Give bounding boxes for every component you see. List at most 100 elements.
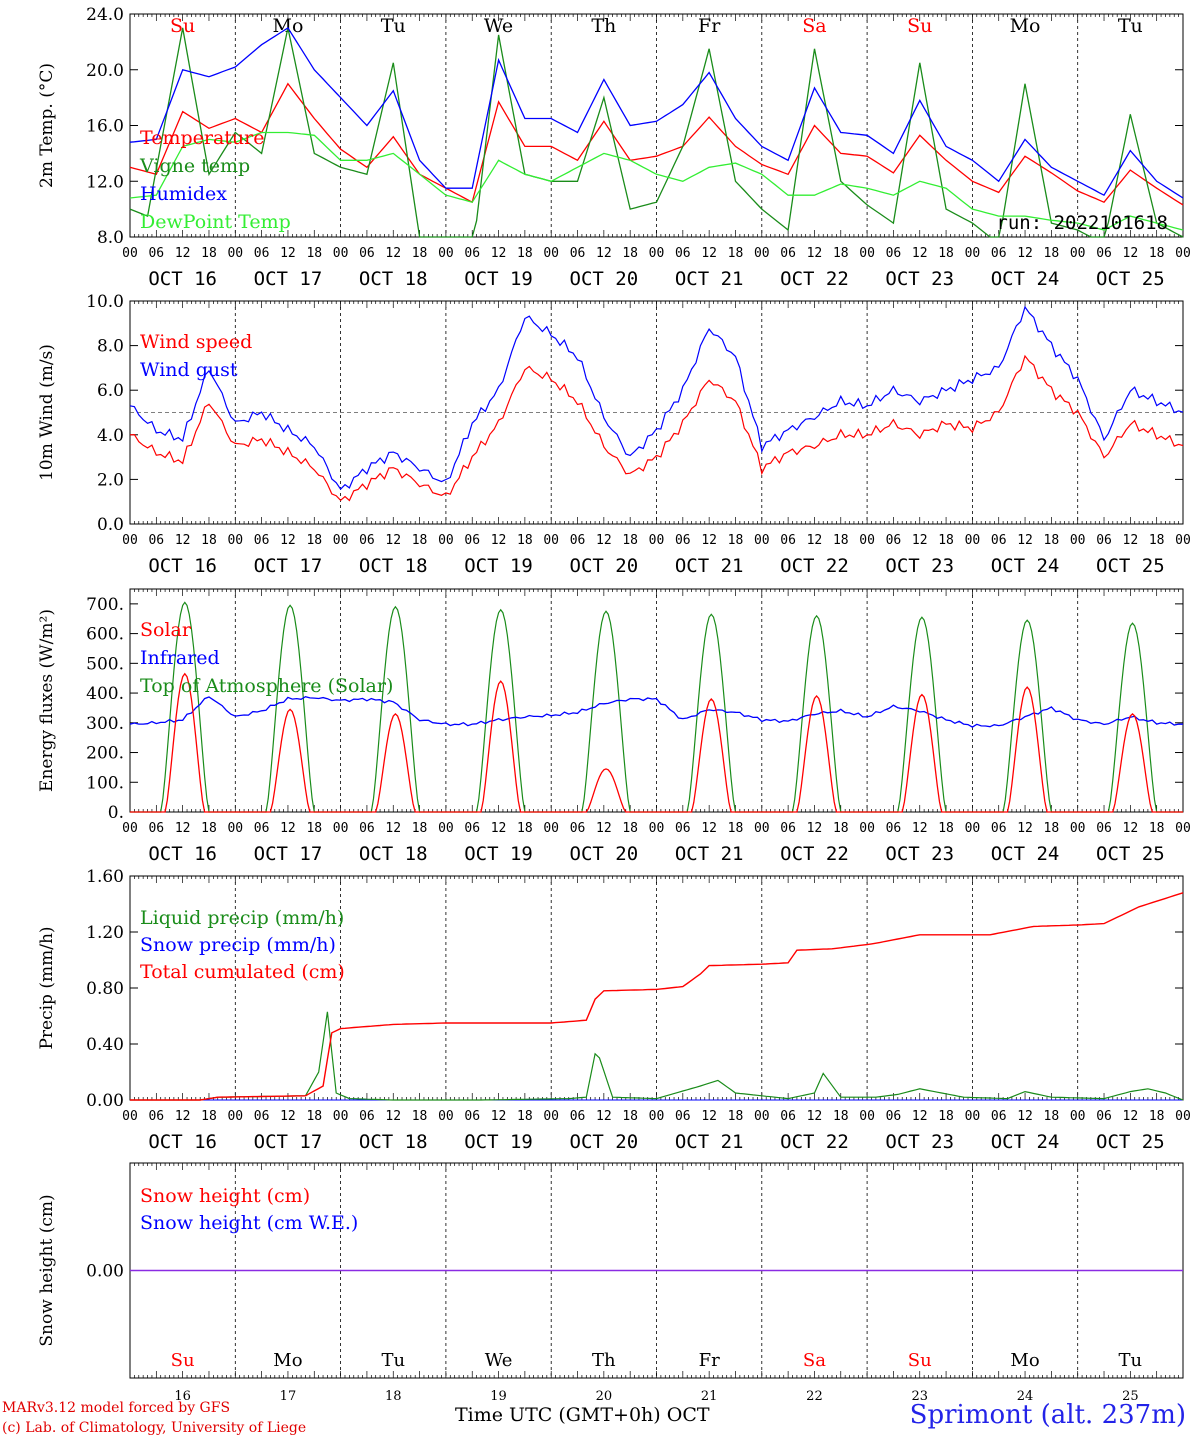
hour-tick-label: 12 <box>1017 821 1033 836</box>
date-label: OCT 25 <box>1096 1131 1165 1153</box>
legend-entry: DewPoint Temp <box>140 211 291 233</box>
weekday-label: Sa <box>802 15 826 37</box>
hour-tick-label: 12 <box>596 533 612 548</box>
hour-tick-label: 00 <box>1175 246 1191 261</box>
series-line <box>129 696 1184 728</box>
date-label: OCT 22 <box>780 268 849 290</box>
hour-tick-label: 00 <box>122 821 138 836</box>
hour-tick-label: 18 <box>201 246 217 261</box>
weekday-label: Mo <box>272 15 303 37</box>
hour-tick-label: 00 <box>754 1109 770 1124</box>
date-label: OCT 16 <box>148 555 217 577</box>
day-number-label: 22 <box>806 1389 823 1404</box>
hour-tick-label: 12 <box>912 533 928 548</box>
hour-tick-label: 00 <box>1070 533 1086 548</box>
hour-tick-label: 18 <box>412 821 428 836</box>
hour-tick-label: 18 <box>1149 246 1165 261</box>
weekday-label: Sa <box>803 1350 826 1371</box>
weekday-label: Su <box>908 1350 932 1371</box>
hour-tick-label: 18 <box>412 533 428 548</box>
weekday-label: We <box>484 15 513 37</box>
hour-tick-label: 18 <box>622 821 638 836</box>
hour-tick-label: 00 <box>859 533 875 548</box>
date-label: OCT 21 <box>675 268 744 290</box>
legend-entry: Snow height (cm W.E.) <box>140 1212 358 1234</box>
hour-tick-label: 00 <box>965 533 981 548</box>
hour-tick-label: 06 <box>570 533 586 548</box>
hour-tick-label: 18 <box>622 533 638 548</box>
hour-tick-label: 18 <box>1149 821 1165 836</box>
legend-entry: Wind speed <box>140 331 252 353</box>
weekday-label: Mo <box>1010 15 1041 37</box>
station-name: Sprimont (alt. 237m) <box>909 1400 1186 1430</box>
hour-tick-label: 06 <box>991 533 1007 548</box>
hour-tick-label: 00 <box>965 1109 981 1124</box>
hour-tick-label: 06 <box>780 533 796 548</box>
y-tick-label: 1.60 <box>86 867 124 887</box>
hour-tick-label: 18 <box>1044 821 1060 836</box>
date-label: OCT 17 <box>254 268 323 290</box>
legend-entry: Liquid precip (mm/h) <box>140 907 344 929</box>
legend-entry: Wind gust <box>140 359 238 381</box>
hour-tick-label: 06 <box>359 533 375 548</box>
date-label: OCT 20 <box>570 268 639 290</box>
y-tick-label: 10.0 <box>86 292 124 312</box>
date-label: OCT 16 <box>148 1131 217 1153</box>
y-tick-label: 1.20 <box>86 923 124 943</box>
hour-tick-label: 12 <box>385 1109 401 1124</box>
hour-tick-label: 00 <box>333 246 349 261</box>
hour-tick-label: 12 <box>491 1109 507 1124</box>
hour-tick-label: 12 <box>1123 246 1139 261</box>
hour-tick-label: 12 <box>596 246 612 261</box>
date-label: OCT 21 <box>675 1131 744 1153</box>
hour-tick-label: 12 <box>1123 533 1139 548</box>
hour-tick-label: 00 <box>859 1109 875 1124</box>
hour-tick-label: 12 <box>1017 533 1033 548</box>
hour-tick-label: 18 <box>517 821 533 836</box>
weekday-label: Su <box>171 1350 195 1371</box>
hour-tick-label: 18 <box>201 533 217 548</box>
y-tick-label: 16.0 <box>86 117 124 137</box>
weekday-label: Th <box>591 15 616 37</box>
hour-tick-label: 00 <box>543 246 559 261</box>
hour-tick-label: 18 <box>938 246 954 261</box>
date-label: OCT 17 <box>254 843 323 865</box>
hour-tick-label: 06 <box>991 821 1007 836</box>
hour-tick-label: 12 <box>596 1109 612 1124</box>
hour-tick-label: 18 <box>728 533 744 548</box>
date-label: OCT 20 <box>570 843 639 865</box>
y-tick-label: 8.0 <box>97 337 124 357</box>
y-tick-label: 8.0 <box>97 228 124 248</box>
date-label: OCT 25 <box>1096 555 1165 577</box>
run-annotation: run: 2022101618 <box>996 212 1168 234</box>
hour-tick-label: 00 <box>859 246 875 261</box>
x-axis-title-text: Time UTC (GMT+0h) <box>455 1404 661 1426</box>
hour-tick-label: 00 <box>227 533 243 548</box>
hour-tick-label: 12 <box>491 246 507 261</box>
hour-tick-label: 12 <box>1123 821 1139 836</box>
hour-tick-label: 06 <box>570 821 586 836</box>
day-number-label: 20 <box>596 1389 613 1404</box>
date-label: OCT 18 <box>359 268 428 290</box>
y-tick-label: 600. <box>86 625 124 645</box>
weekday-label: Su <box>907 15 932 37</box>
legend-entry: Vigne temp <box>139 155 250 177</box>
date-label: OCT 18 <box>359 1131 428 1153</box>
date-label: OCT 21 <box>675 555 744 577</box>
hour-tick-label: 06 <box>148 246 164 261</box>
hour-tick-label: 12 <box>280 1109 296 1124</box>
hour-tick-label: 18 <box>833 533 849 548</box>
hour-tick-label: 18 <box>1149 533 1165 548</box>
legend-entry: Top of Atmosphere (Solar) <box>140 675 393 697</box>
hour-tick-label: 18 <box>1044 533 1060 548</box>
hour-tick-label: 12 <box>1017 1109 1033 1124</box>
hour-tick-label: 06 <box>254 821 270 836</box>
series-line <box>129 305 1184 491</box>
hour-tick-label: 00 <box>859 821 875 836</box>
legend-entry: Humidex <box>140 183 227 205</box>
date-label: OCT 23 <box>885 268 954 290</box>
hour-tick-label: 00 <box>649 533 665 548</box>
y-axis-title: Precip (mm/h) <box>37 926 57 1049</box>
hour-tick-label: 12 <box>175 246 191 261</box>
